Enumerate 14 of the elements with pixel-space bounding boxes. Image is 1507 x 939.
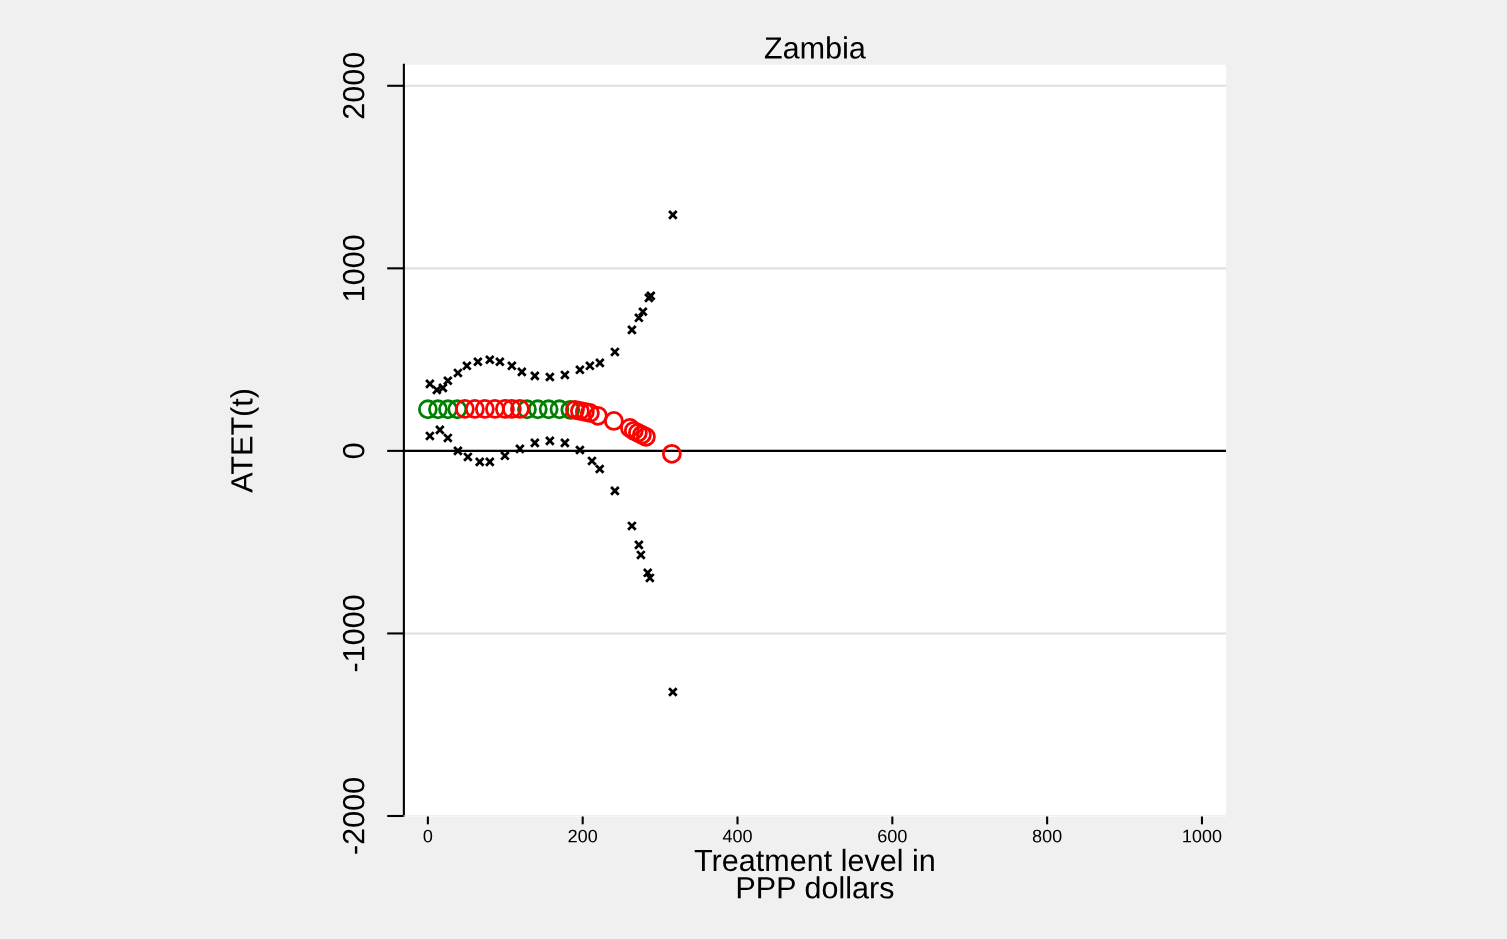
x-tick-label: 600 xyxy=(878,829,907,843)
y-tick-label: -2000 xyxy=(342,778,365,854)
x-tick-label: 800 xyxy=(1032,829,1062,843)
x-tick-label: 400 xyxy=(722,829,752,843)
x-tick-label: 1000 xyxy=(1183,829,1222,843)
x-tick-label: 0 xyxy=(423,829,433,843)
y-tick-label: 0 xyxy=(342,443,365,459)
x-axis-title: Treatment level in PPP dollars xyxy=(694,848,934,899)
y-tick-label: -1000 xyxy=(342,595,365,672)
y-axis-title: ATET(t) xyxy=(230,389,259,493)
y-tick-label: 2000 xyxy=(342,52,365,119)
x-tick-label: 200 xyxy=(568,829,598,843)
chart-title: Zambia xyxy=(764,36,866,59)
y-tick-label: 1000 xyxy=(342,235,365,300)
